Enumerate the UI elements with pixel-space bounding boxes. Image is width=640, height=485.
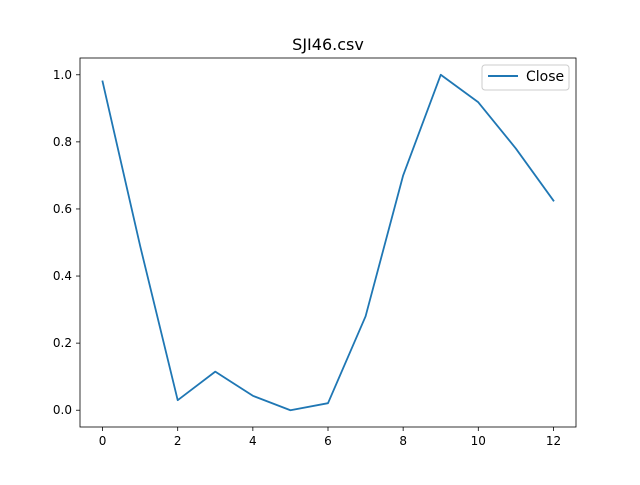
x-tick-label: 10	[471, 434, 486, 448]
y-tick-label: 0.8	[53, 135, 72, 149]
y-axis: 0.0 0.2 0.4 0.6 0.8 1.0	[53, 68, 80, 417]
x-tick-label: 6	[324, 434, 332, 448]
legend: Close	[481, 64, 570, 91]
x-tick-label: 12	[546, 434, 561, 448]
x-tick-label: 8	[399, 434, 407, 448]
y-tick-label: 0.6	[53, 202, 72, 216]
x-tick-label: 0	[99, 434, 107, 448]
y-tick-label: 0.2	[53, 336, 72, 350]
x-axis: 0 2 4 6 8 10 12	[99, 427, 561, 448]
x-tick-label: 4	[249, 434, 257, 448]
y-tick-label: 0.0	[53, 403, 72, 417]
chart-title: SJI46.csv	[292, 35, 364, 54]
y-tick-label: 1.0	[53, 68, 72, 82]
legend-box	[481, 64, 570, 91]
x-tick-label: 2	[174, 434, 182, 448]
series-line-close	[101, 73, 555, 412]
y-tick-label: 0.4	[53, 269, 72, 283]
legend-label-close: Close	[526, 69, 564, 85]
series-layer	[101, 73, 555, 412]
